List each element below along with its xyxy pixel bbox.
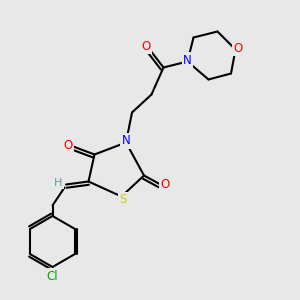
Text: O: O [63, 139, 72, 152]
Text: N: N [183, 53, 192, 67]
Text: N: N [122, 134, 130, 148]
Text: H: H [54, 178, 63, 188]
Text: S: S [119, 193, 127, 206]
Text: O: O [141, 40, 150, 53]
Text: Cl: Cl [47, 269, 58, 283]
Text: O: O [234, 41, 243, 55]
Text: O: O [160, 178, 169, 191]
